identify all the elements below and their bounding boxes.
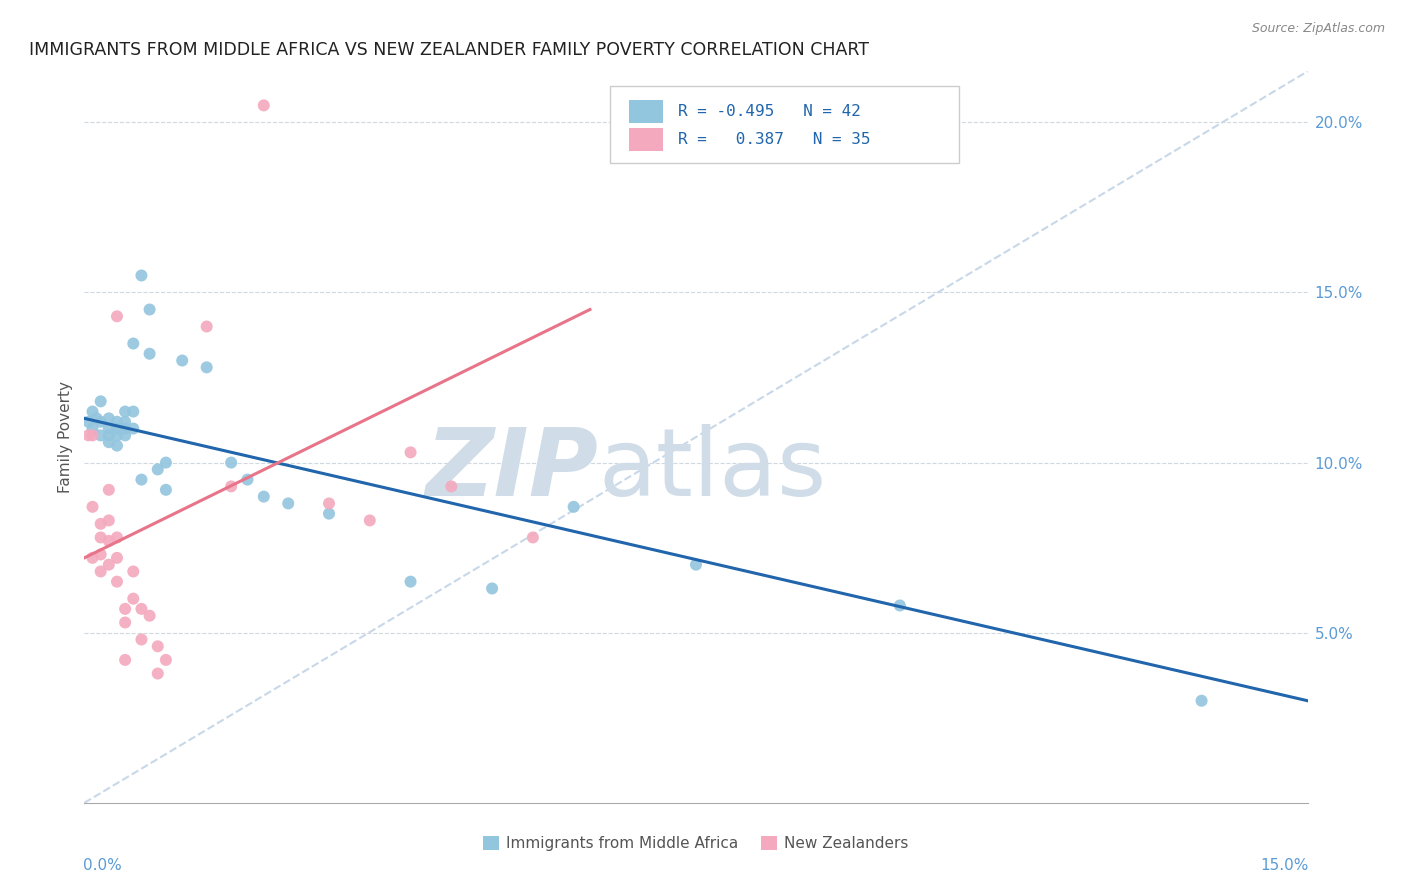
Point <box>105 415 128 429</box>
Point <box>219 479 242 493</box>
Point <box>155 456 177 470</box>
Point <box>90 428 112 442</box>
Point <box>685 558 707 572</box>
Point <box>155 653 177 667</box>
Text: R = -0.495   N = 42: R = -0.495 N = 42 <box>678 104 860 120</box>
Point <box>90 394 112 409</box>
Text: 0.0%: 0.0% <box>83 858 122 872</box>
Point <box>146 666 169 681</box>
Point <box>146 462 169 476</box>
Point <box>114 428 136 442</box>
Point <box>90 565 112 579</box>
Point <box>131 632 153 647</box>
Point <box>253 490 276 504</box>
Point <box>195 360 218 375</box>
Point <box>105 439 128 453</box>
Point <box>122 336 145 351</box>
Point <box>77 415 100 429</box>
Point <box>131 473 153 487</box>
Legend: Immigrants from Middle Africa, New Zealanders: Immigrants from Middle Africa, New Zeala… <box>477 830 915 857</box>
Point <box>86 411 108 425</box>
FancyBboxPatch shape <box>610 86 959 163</box>
Point <box>90 516 112 531</box>
Point <box>138 608 160 623</box>
Point <box>1191 694 1213 708</box>
Point <box>253 98 276 112</box>
Point <box>114 415 136 429</box>
Point <box>97 483 120 497</box>
Point <box>105 310 128 324</box>
Point <box>114 615 136 630</box>
Text: Source: ZipAtlas.com: Source: ZipAtlas.com <box>1251 22 1385 36</box>
Point <box>195 319 218 334</box>
Point <box>277 496 299 510</box>
Point <box>82 550 104 565</box>
Point <box>155 483 177 497</box>
Point <box>90 415 112 429</box>
Point <box>77 428 100 442</box>
Point <box>114 653 136 667</box>
Point <box>114 404 136 418</box>
Text: R =   0.387   N = 35: R = 0.387 N = 35 <box>678 132 870 147</box>
Point <box>97 558 120 572</box>
Point <box>399 445 422 459</box>
FancyBboxPatch shape <box>628 100 664 123</box>
Text: 15.0%: 15.0% <box>1260 858 1309 872</box>
Point <box>82 428 104 442</box>
Point <box>114 602 136 616</box>
Point <box>236 473 259 487</box>
Point <box>105 550 128 565</box>
Point <box>219 456 242 470</box>
Point <box>318 507 340 521</box>
Point <box>82 500 104 514</box>
Point <box>131 268 153 283</box>
Y-axis label: Family Poverty: Family Poverty <box>58 381 73 493</box>
Text: atlas: atlas <box>598 424 827 516</box>
Point <box>440 479 463 493</box>
Point <box>105 574 128 589</box>
Point <box>481 582 503 596</box>
Point <box>522 531 544 545</box>
Text: ZIP: ZIP <box>425 424 598 516</box>
Point <box>172 353 194 368</box>
Point <box>82 421 104 435</box>
Point <box>889 599 911 613</box>
Point <box>97 411 120 425</box>
FancyBboxPatch shape <box>628 128 664 151</box>
Point <box>97 428 120 442</box>
Point <box>562 500 585 514</box>
Point <box>105 428 128 442</box>
Point <box>97 421 120 435</box>
Point <box>138 347 160 361</box>
Point <box>105 421 128 435</box>
Point <box>359 513 381 527</box>
Point <box>97 533 120 548</box>
Point <box>114 421 136 435</box>
Point <box>105 531 128 545</box>
Point <box>138 302 160 317</box>
Point <box>90 548 112 562</box>
Point <box>122 421 145 435</box>
Point <box>399 574 422 589</box>
Point <box>82 404 104 418</box>
Point <box>122 404 145 418</box>
Point <box>97 513 120 527</box>
Point <box>318 496 340 510</box>
Point <box>90 531 112 545</box>
Text: IMMIGRANTS FROM MIDDLE AFRICA VS NEW ZEALANDER FAMILY POVERTY CORRELATION CHART: IMMIGRANTS FROM MIDDLE AFRICA VS NEW ZEA… <box>30 41 869 59</box>
Point <box>122 591 145 606</box>
Point <box>146 640 169 654</box>
Point <box>97 435 120 450</box>
Point <box>131 602 153 616</box>
Point <box>122 565 145 579</box>
